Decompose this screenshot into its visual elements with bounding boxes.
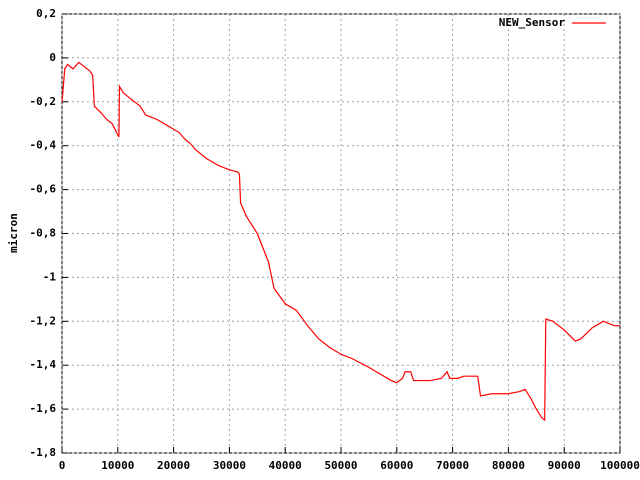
x-tick-label: 100000	[600, 459, 640, 472]
legend-label: NEW_Sensor	[499, 16, 566, 29]
x-tick-label: 80000	[492, 459, 525, 472]
x-tick-label: 50000	[324, 459, 357, 472]
x-tick-label: 70000	[436, 459, 469, 472]
x-tick-label: 20000	[157, 459, 190, 472]
y-tick-label: -1,8	[30, 446, 57, 459]
x-tick-label: 0	[59, 459, 66, 472]
x-tick-label: 30000	[213, 459, 246, 472]
y-tick-label: -0,6	[30, 183, 57, 196]
y-tick-label: 0	[49, 51, 56, 64]
x-tick-label: 40000	[269, 459, 302, 472]
data-line	[61, 61, 620, 422]
x-tick-label: 90000	[548, 459, 581, 472]
x-tick-label: 10000	[101, 459, 134, 472]
y-tick-label: 0,2	[36, 7, 56, 20]
y-tick-label: -0,2	[30, 95, 57, 108]
y-tick-label: -0,8	[30, 227, 57, 240]
y-axis-label: micron	[7, 213, 20, 253]
x-tick-label: 60000	[380, 459, 413, 472]
y-tick-label: -1,2	[30, 314, 57, 327]
y-tick-label: -1	[43, 270, 57, 283]
y-tick-label: -0,4	[30, 139, 57, 152]
y-tick-label: -1,6	[30, 402, 57, 415]
y-tick-label: -1,4	[30, 358, 57, 371]
